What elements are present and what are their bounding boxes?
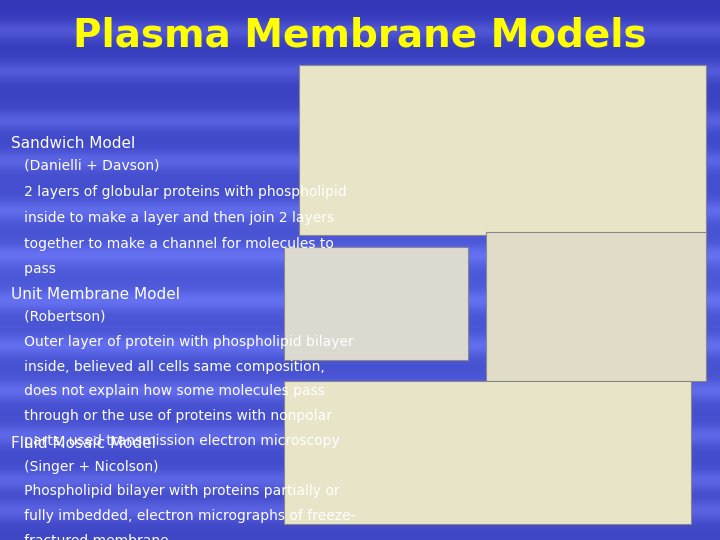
Text: fully imbedded, electron micrographs of freeze-: fully imbedded, electron micrographs of … [11, 509, 355, 523]
Text: (Robertson): (Robertson) [11, 310, 105, 324]
Text: together to make a channel for molecules to: together to make a channel for molecules… [11, 237, 333, 251]
Text: Fluid Mosaic Model: Fluid Mosaic Model [11, 436, 156, 451]
Text: (Singer + Nicolson): (Singer + Nicolson) [11, 460, 158, 474]
Text: Plasma Membrane Models: Plasma Membrane Models [73, 16, 647, 54]
Text: parts, used transmission electron microscopy: parts, used transmission electron micros… [11, 434, 340, 448]
Text: (Danielli + Davson): (Danielli + Davson) [11, 159, 159, 173]
Text: through or the use of proteins with nonpolar: through or the use of proteins with nonp… [11, 409, 332, 423]
Text: Phospholipid bilayer with proteins partially or: Phospholipid bilayer with proteins parti… [11, 484, 339, 498]
FancyBboxPatch shape [486, 232, 706, 381]
FancyBboxPatch shape [284, 247, 468, 360]
Text: pass: pass [11, 262, 55, 276]
Text: fractured membrane: fractured membrane [11, 534, 168, 540]
Text: Outer layer of protein with phospholipid bilayer: Outer layer of protein with phospholipid… [11, 335, 354, 349]
Text: 2 layers of globular proteins with phospholipid: 2 layers of globular proteins with phosp… [11, 185, 346, 199]
FancyBboxPatch shape [299, 65, 706, 235]
Text: inside, believed all cells same composition,: inside, believed all cells same composit… [11, 360, 325, 374]
Text: does not explain how some molecules pass: does not explain how some molecules pass [11, 384, 325, 399]
FancyBboxPatch shape [284, 381, 691, 524]
Text: Sandwich Model: Sandwich Model [11, 136, 135, 151]
Text: inside to make a layer and then join 2 layers: inside to make a layer and then join 2 l… [11, 211, 334, 225]
Text: Unit Membrane Model: Unit Membrane Model [11, 287, 180, 302]
